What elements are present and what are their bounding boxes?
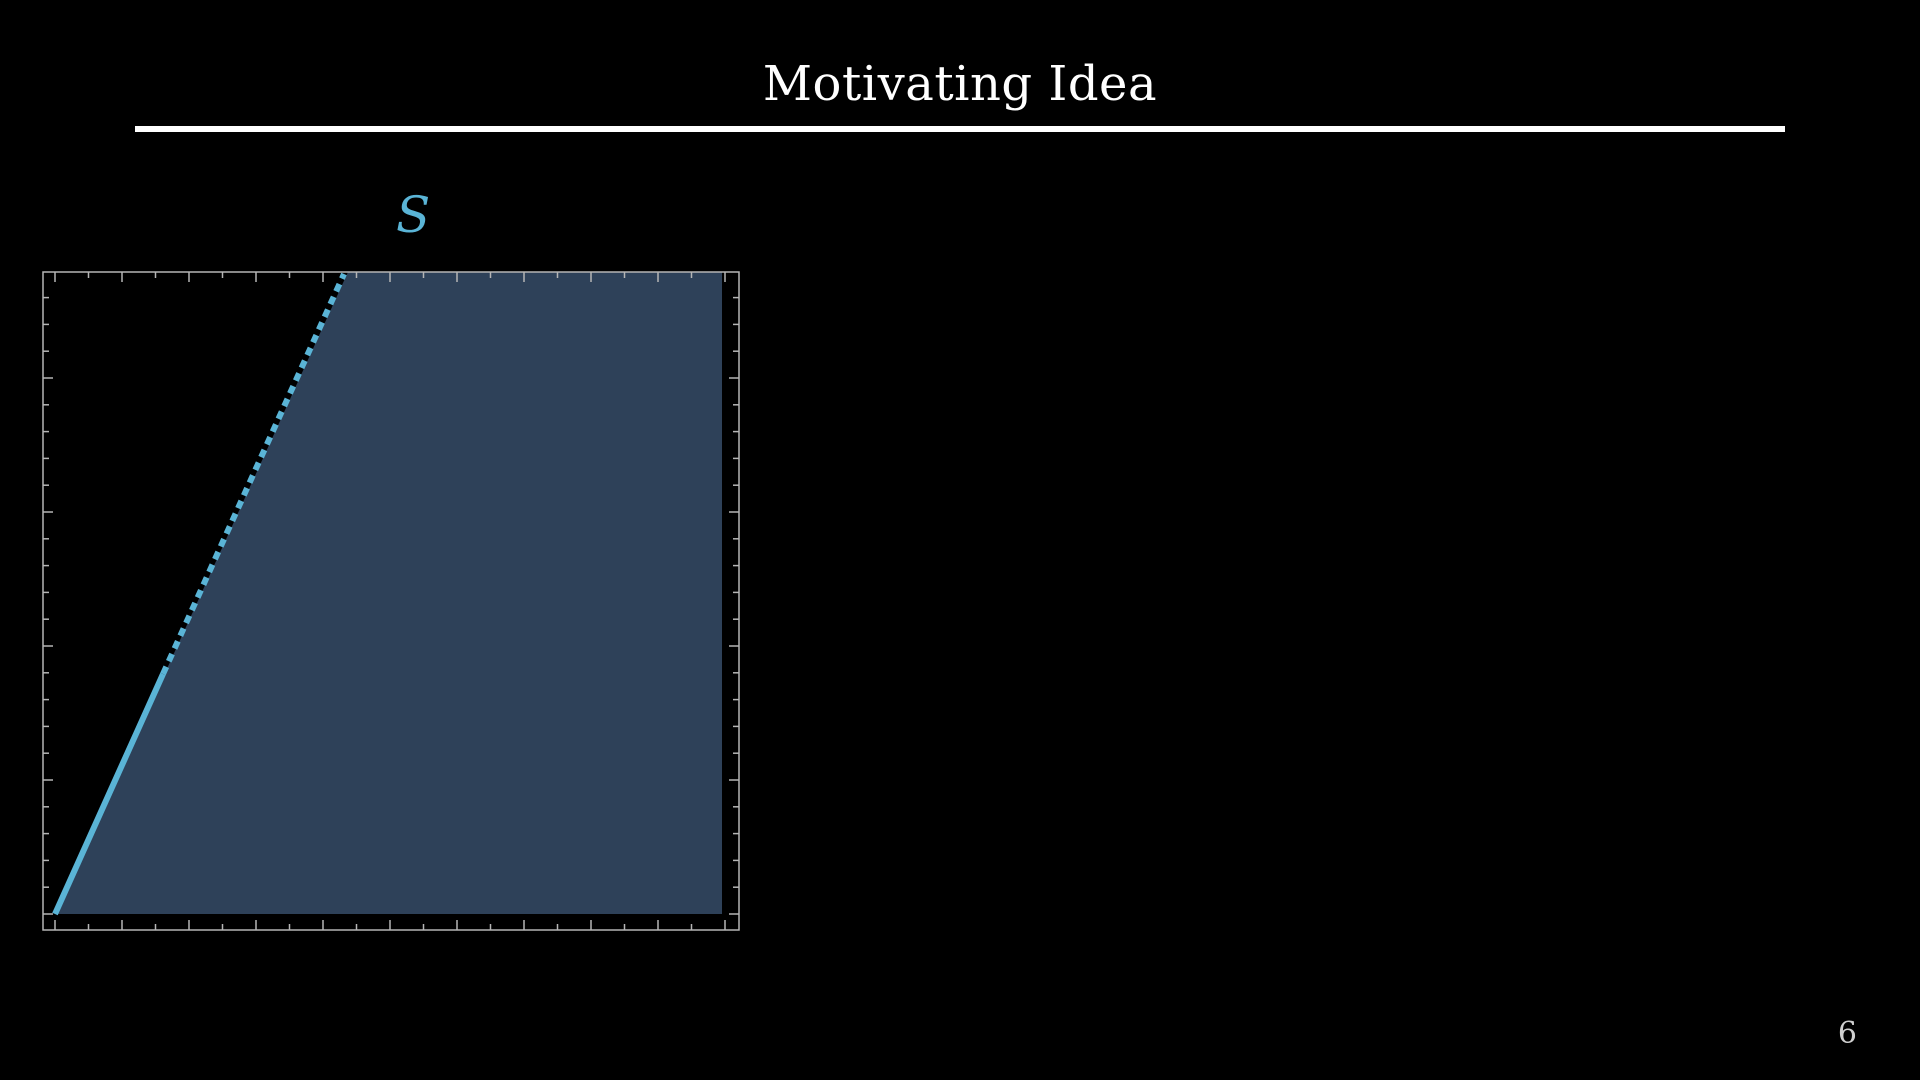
solid-boundary-line [52,672,166,916]
title-rule [135,126,1785,132]
slide-title: Motivating Idea [762,56,1158,112]
axis-ticks [43,272,739,930]
plot-frame [42,271,740,931]
page-number: 6 [1837,1016,1857,1051]
shaded-region [55,272,722,914]
dashed-boundary-line [160,272,347,676]
set-label: S [396,186,431,244]
